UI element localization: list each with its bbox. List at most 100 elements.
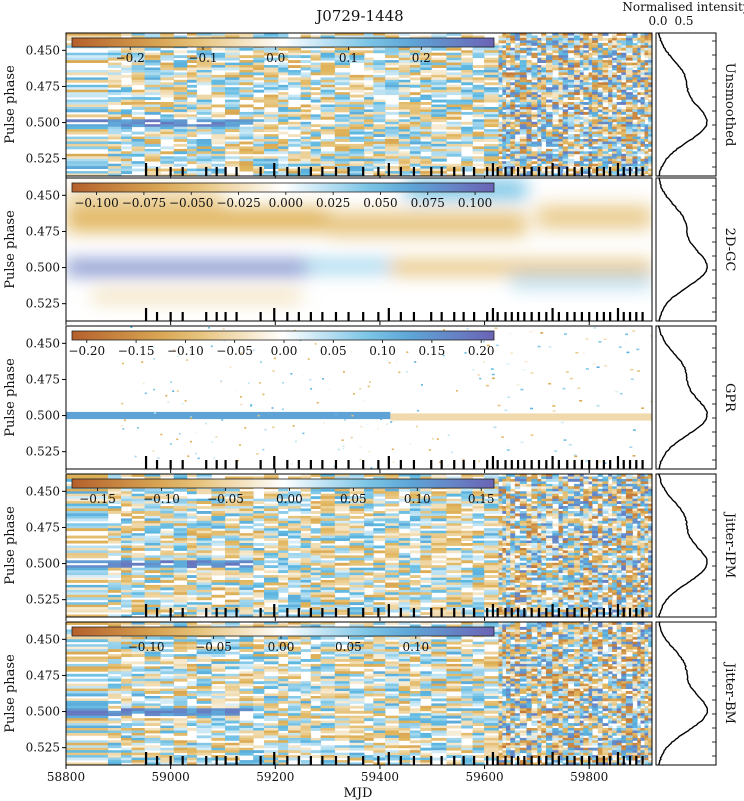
heatmap-cell [541,111,547,115]
heatmap-cell [597,82,603,86]
heatmap-cell [625,156,633,160]
heatmap-cell [253,599,265,603]
heatmap-cell [612,79,617,83]
heatmap-cell [498,124,503,128]
heatmap-cell [196,131,212,135]
heatmap-cell [160,580,174,583]
heatmap-cell [334,535,350,539]
heatmap-cell [552,67,559,71]
colorbar-tick-label: 0.05 [320,344,347,358]
heatmap-cell [253,592,265,596]
heatmap-cell [409,104,421,108]
heatmap-cell [420,65,432,68]
heatmap-cell [253,156,265,160]
gpr-speck [342,371,345,373]
heatmap-cell [310,503,321,507]
heatmap-cell [597,47,603,51]
heatmap-cell [239,87,254,91]
heatmap-cell [446,550,462,554]
heatmap-cell [173,156,188,160]
heatmap-cell [66,109,109,113]
heatmap-cell [398,599,411,603]
heatmap-cell [121,166,132,169]
heatmap-cell [144,143,161,147]
heatmap-cell [552,45,559,49]
heatmap-cell [514,47,521,51]
heatmap-cell [121,146,132,150]
heatmap-cell [288,171,301,174]
heatmap-cell [510,136,516,140]
heatmap-cell [300,552,312,556]
heatmap-cell [537,89,542,93]
heatmap-cell [239,67,254,71]
heatmap-cell [644,158,649,162]
heatmap-cell [196,506,212,509]
heatmap-cell [420,55,432,59]
heatmap-cell [446,74,462,78]
gpr-speck [388,356,391,358]
heatmap-cell [310,555,321,559]
heatmap-cell [349,496,365,500]
heatmap-cell [398,151,411,155]
heatmap-cell [144,79,161,83]
heatmap-cell [510,35,516,39]
heatmap-cell [196,535,212,539]
heatmap-cell [498,65,503,68]
y-axis-label: Pulse phase [3,358,18,437]
heatmap-cell [567,161,575,165]
heatmap-cell [253,557,265,561]
heatmap-cell [385,153,400,157]
heatmap-cell [320,525,336,529]
heatmap-cell [160,72,174,76]
heatmap-cell [288,84,301,88]
heatmap-cell [364,612,374,615]
heatmap-cell [300,555,312,559]
heatmap-cell [558,45,564,49]
heatmap-cell [196,79,212,83]
heatmap-cell [239,609,254,613]
heatmap-cell [211,141,226,145]
heatmap-cell [526,134,532,137]
heatmap-cell [320,107,336,110]
heatmap-cell [461,82,473,86]
heatmap-cell [537,42,542,46]
heatmap-cell [278,173,289,176]
heatmap-cell [187,107,197,110]
heatmap-cell [583,129,589,133]
heatmap-cell [66,493,109,497]
heatmap-cell [364,607,374,610]
heatmap-cell [320,141,336,145]
heatmap-cell [398,540,411,544]
heatmap-cell [349,82,365,86]
heatmap-cell [625,148,633,152]
heatmap-cell [385,540,400,544]
heatmap-cell [446,589,462,593]
heatmap-cell [583,62,589,66]
heatmap-cell [472,131,485,135]
heatmap-cell [484,65,499,68]
heatmap-cell [310,82,321,86]
heatmap-cell [278,111,289,115]
heatmap-cell [541,153,547,157]
heatmap-cell [160,604,174,608]
heatmap-cell [567,119,575,123]
heatmap-cell [264,50,279,54]
heatmap-cell [621,156,627,160]
heatmap-cell [608,139,613,142]
smooth-feature [92,292,302,301]
heatmap-cell [567,129,575,133]
heatmap-cell [173,538,188,541]
heatmap-cell [373,104,386,108]
heatmap-cell [640,109,645,113]
x-axis-label: MJD [344,786,373,801]
heatmap-cell [537,104,542,108]
heatmap-cell [334,491,350,495]
y-tick-label: 0.475 [26,79,60,93]
smooth-feature [66,261,307,275]
heatmap-cell [364,474,374,477]
heatmap-cell [461,168,473,172]
heatmap-cell [225,552,240,556]
heatmap-cell [562,55,569,59]
heatmap-cell [420,107,432,110]
heatmap-cell [196,82,212,86]
